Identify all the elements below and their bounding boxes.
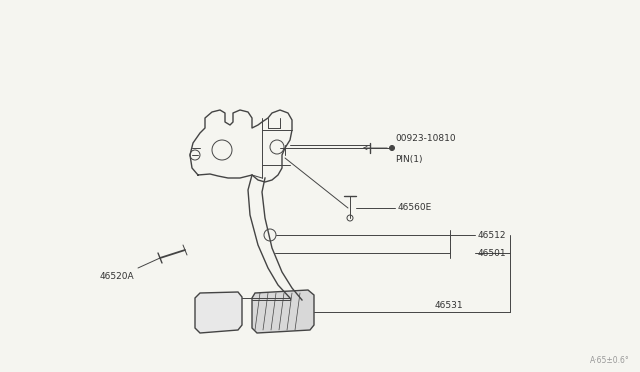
Text: 46501: 46501 <box>478 248 507 257</box>
Text: 46560E: 46560E <box>398 203 432 212</box>
Circle shape <box>390 145 394 151</box>
Text: 46531: 46531 <box>435 301 463 310</box>
Polygon shape <box>252 290 314 333</box>
Text: 46520A: 46520A <box>100 272 134 281</box>
Polygon shape <box>195 292 242 333</box>
Text: 46512: 46512 <box>478 231 506 240</box>
Text: PIN(1): PIN(1) <box>395 155 422 164</box>
Text: 00923-10810: 00923-10810 <box>395 134 456 143</box>
Text: A·65±0.6°: A·65±0.6° <box>590 356 630 365</box>
